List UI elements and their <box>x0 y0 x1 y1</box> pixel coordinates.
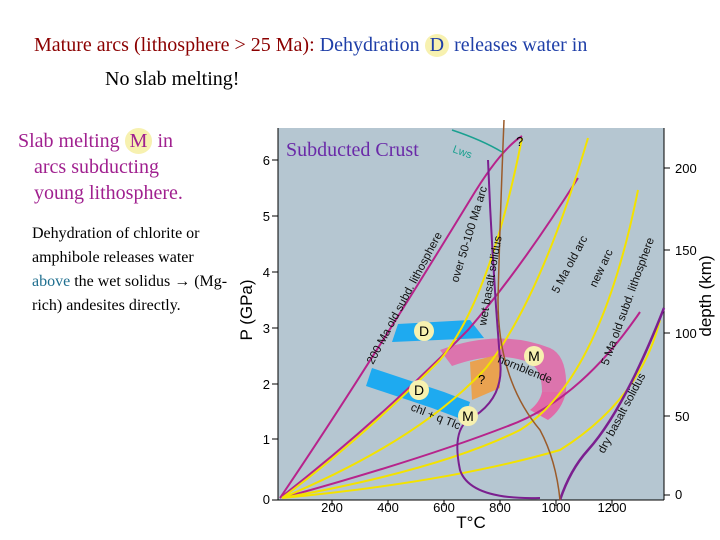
slab-melting-in: in <box>152 130 174 152</box>
p-tick-5: 5 <box>263 209 270 224</box>
t-tick-600: 600 <box>433 500 455 515</box>
p-tick-4: 4 <box>263 265 270 280</box>
p-tick-6: 6 <box>263 153 270 168</box>
lithosphere-age: (lithosphere > 25 Ma): <box>128 34 320 56</box>
t-tick-400: 400 <box>377 500 399 515</box>
slab-melting-line-3: young lithosphere. <box>34 182 183 204</box>
dehydration-label: Dehydration <box>319 34 425 56</box>
header-line-2: No slab melting! <box>105 68 240 90</box>
slab-melting-line-2: arcs subducting <box>34 156 159 178</box>
d-marker-upper <box>414 321 434 341</box>
t-tick-200: 200 <box>321 500 343 515</box>
question-mark-center: ? <box>478 372 485 387</box>
melt-region <box>470 354 500 400</box>
depth-tick-0: 0 <box>675 487 682 502</box>
p-tick-2: 2 <box>263 377 270 392</box>
note-above: above <box>32 273 71 290</box>
depth-tick-100: 100 <box>675 326 697 341</box>
t-tick-800: 800 <box>489 500 511 515</box>
m-marker-upper-label: M <box>528 348 540 364</box>
note-part-b: the wet solidus → (Mg-rich) andesites di… <box>32 273 228 314</box>
d-marker-lower <box>409 380 429 400</box>
t-tick-1000: 1000 <box>542 500 571 515</box>
curve-yellow-1 <box>281 137 523 499</box>
question-mark-top: ? <box>516 134 523 149</box>
slab-melting-block: Slab melting M in arcs subducting young … <box>18 128 183 206</box>
depth-tick-200: 200 <box>675 161 697 176</box>
mature-arcs-label: Mature arcs <box>34 34 129 56</box>
releases-water-text: releases water in <box>449 34 588 56</box>
d-marker-lower-label: D <box>414 382 424 398</box>
p-tick-1: 1 <box>263 432 270 447</box>
curve-yellow-4 <box>281 319 661 499</box>
curve-50-100ma <box>279 177 579 499</box>
curve-5ma-young <box>281 311 641 499</box>
m-badge: M <box>124 128 153 154</box>
dehydration-note: Dehydration of chlorite or amphibole rel… <box>32 222 232 318</box>
curve-yellow-2 <box>281 137 589 499</box>
p-tick-3: 3 <box>263 321 270 336</box>
plot-area <box>278 128 664 500</box>
m-marker-lower <box>458 406 478 426</box>
curve-200ma <box>279 135 523 499</box>
wet-basalt-solidus <box>456 159 541 500</box>
note-part-a: Dehydration of chlorite or amphibole rel… <box>32 225 200 266</box>
chlorite-breakdown <box>497 119 561 501</box>
t-tick-1200: 1200 <box>598 500 627 515</box>
d-marker-upper-label: D <box>419 323 429 339</box>
d-badge: D <box>424 34 450 57</box>
m-marker-lower-label: M <box>462 408 474 424</box>
lawsonite-curve <box>451 129 503 153</box>
p-tick-0: 0 <box>263 492 270 507</box>
depth-axis-label: depth (km) <box>696 255 715 336</box>
x-axis-label: T°C <box>456 513 485 532</box>
header-line-1: Mature arcs (lithosphere > 25 Ma): Dehyd… <box>34 34 587 57</box>
m-marker-upper <box>524 346 544 366</box>
dry-basalt-solidus <box>558 307 666 501</box>
slab-melting-label: Slab melting <box>18 130 125 152</box>
curve-yellow-3 <box>281 189 639 499</box>
y-axis-label: P (GPa) <box>237 279 256 340</box>
depth-tick-50: 50 <box>675 409 689 424</box>
diagram-title: Subducted Crust <box>286 139 419 161</box>
depth-tick-150: 150 <box>675 243 697 258</box>
